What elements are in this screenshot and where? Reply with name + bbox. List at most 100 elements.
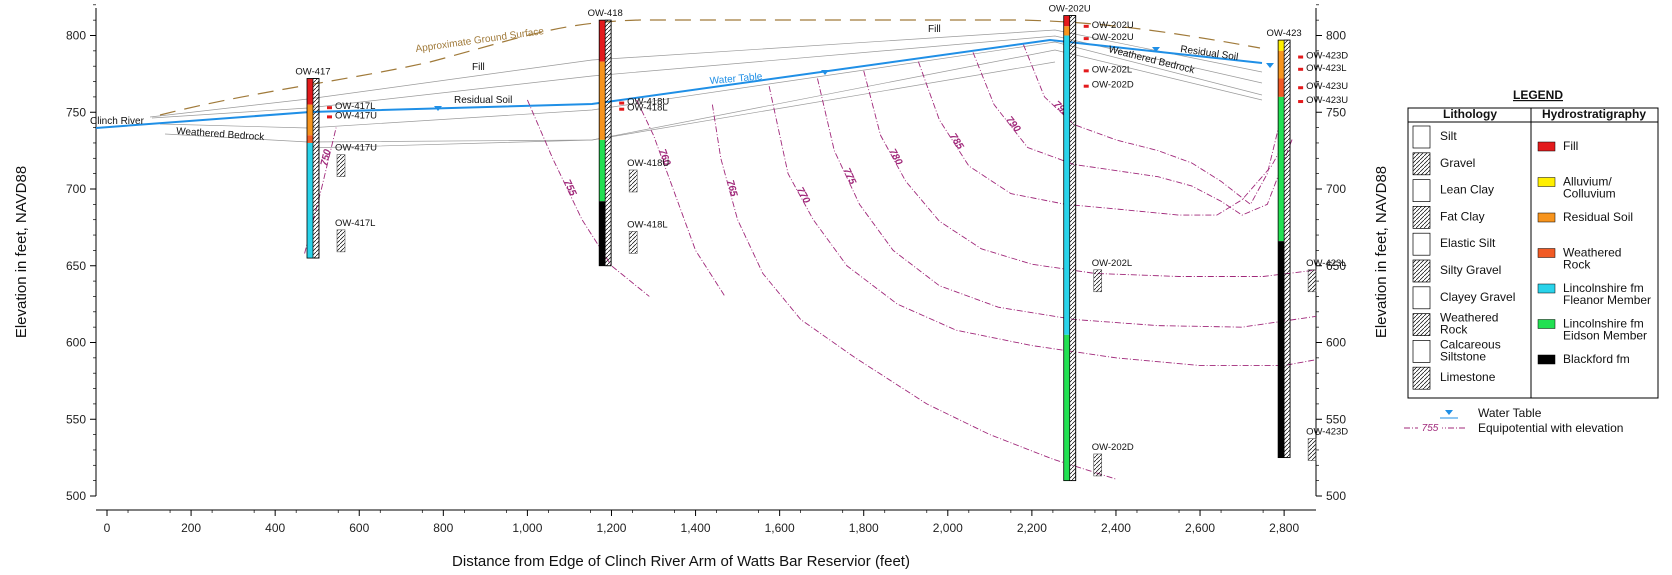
wells-layer: OW-417OW-417LOW-417UOW-417UOW-417LOW-418… [295, 4, 1348, 482]
well-unit [1278, 241, 1285, 458]
well-lithology-column [312, 78, 320, 259]
screen-marker [1083, 37, 1089, 41]
water-table-marker [434, 106, 442, 111]
y-tick-label-right: 650 [1326, 259, 1346, 273]
equipotential-line [917, 61, 1285, 216]
well-name: OW-417 [295, 66, 330, 77]
lithology-swatch [1412, 179, 1431, 202]
well-unit [306, 135, 313, 143]
x-tick-label: 400 [265, 521, 285, 535]
legend-water-table: Water Table [1478, 406, 1542, 420]
hydro-label: Blackford fm [1563, 352, 1630, 366]
x-tick-label: 2,400 [1101, 521, 1131, 535]
well-unit [599, 139, 606, 202]
lithology-swatch [1412, 313, 1431, 336]
x-tick-label: 2,000 [933, 521, 963, 535]
well-name: OW-202U [1049, 4, 1091, 15]
screen-interval [628, 169, 638, 193]
lithology-label: Fat Clay [1440, 209, 1485, 223]
well-column-outline [598, 19, 612, 267]
equipotential-line [863, 70, 1316, 277]
equipotential-label: 785 [947, 132, 965, 152]
lithology-label: Gravel [1440, 156, 1475, 170]
screen-label: OW-423D [1306, 427, 1348, 438]
well-unit [1278, 78, 1285, 97]
screen-label: OW-202D [1092, 442, 1134, 453]
water-table-marker [1266, 63, 1274, 68]
y-tick-label-right: 600 [1326, 336, 1346, 350]
lithology-swatch [1412, 232, 1431, 256]
x-tick-label: 2,800 [1269, 521, 1299, 535]
water-table-marker [1152, 47, 1160, 52]
lithology-label: Weathered Rock [1440, 311, 1498, 337]
equipotential-line [711, 104, 1117, 480]
equipotential-line [636, 99, 726, 297]
legend-title: LEGEND [1513, 88, 1563, 102]
lithology-swatch [1412, 366, 1431, 390]
well-name: OW-423 [1267, 28, 1302, 39]
x-tick-label: 600 [349, 521, 369, 535]
water-table-label: Water Table [709, 71, 763, 87]
y-tick-label-left: 500 [66, 489, 86, 503]
screen-interval [1307, 438, 1317, 461]
well-unit [1278, 96, 1285, 242]
equipotential-label: 770 [794, 186, 812, 206]
equipotential-label: 780 [887, 147, 905, 167]
hydro-swatch [1537, 283, 1556, 294]
well-name: OW-418 [588, 8, 623, 19]
y-tick-label-right: 700 [1326, 182, 1346, 196]
ground-surface-line [159, 19, 1261, 116]
equipotential-label: 755 [561, 178, 578, 198]
well-unit [1063, 26, 1070, 36]
y-tick-label-left: 700 [66, 182, 86, 196]
x-tick-label: 1,400 [681, 521, 711, 535]
legend: LEGEND Lithology Hydrostratigraphy Silt G… [1404, 88, 1659, 435]
y-tick-label-right: 550 [1326, 412, 1346, 426]
screen-label: OW-423L [1306, 63, 1346, 74]
screen-label: OW-417L [335, 218, 375, 229]
screen-marker [1083, 69, 1089, 73]
screen-label: OW-418U [627, 97, 669, 108]
legend-box [1407, 107, 1659, 399]
equipotential-line [817, 78, 1316, 328]
weathered-bedrock-label-1: Weathered Bedrock [176, 126, 266, 143]
y-tick-label-left: 600 [66, 336, 86, 350]
y-axis-left-label: Elevation in feet, NAVD88 [13, 166, 30, 338]
lithology-label: Lean Clay [1440, 183, 1494, 197]
well-ow-202u: OW-202UOW-202UOW-202UOW-202LOW-202DOW-20… [1049, 4, 1134, 482]
screen-marker [1298, 86, 1304, 90]
legend-equipotential-sample: 755 [1422, 423, 1439, 434]
well-unit [1278, 50, 1285, 79]
y-tick-label-right: 500 [1326, 489, 1346, 503]
equipotential-label: 775 [841, 167, 858, 187]
equipotential-line [526, 99, 650, 297]
well-column-outline [306, 78, 320, 259]
equipotential-label: 790 [1003, 115, 1022, 135]
well-unit [306, 142, 313, 259]
well-unit [599, 61, 606, 140]
x-tick-label: 2,600 [1185, 521, 1215, 535]
x-tick-label: 1,600 [765, 521, 795, 535]
equipotential-label: 760 [656, 148, 672, 168]
legend-equipotential: Equipotential with elevation [1478, 421, 1623, 435]
y-axis-left-ticks: 500 550 600 650 700 750 800 [66, 4, 96, 503]
screen-marker [619, 101, 625, 105]
x-axis-label: Distance from Edge of Clinch River Arm o… [452, 553, 910, 570]
water-table-marker [821, 70, 829, 75]
equipotential-line [1023, 44, 1285, 206]
lithology-label: Elastic Silt [1440, 236, 1496, 250]
legend-hydro-list: Fill Alluvium/Colluvium Residual Soil Weath… [1537, 139, 1651, 366]
screen-label: OW-418L [627, 219, 667, 230]
screen-label: OW-418L [627, 103, 667, 114]
fill-label-1: Fill [472, 62, 485, 73]
y-tick-label-left: 550 [66, 412, 86, 426]
well-unit [1063, 334, 1070, 481]
hydro-swatch [1537, 212, 1556, 223]
y-tick-label-left: 750 [66, 105, 86, 119]
hydro-label: Lincolnshire fm Fleanor Member [1563, 281, 1651, 307]
contact-lines [149, 29, 1263, 149]
x-tick-label: 1,200 [596, 521, 626, 535]
well-column-outline [1277, 39, 1291, 459]
y-tick-label-right: 750 [1326, 105, 1346, 119]
